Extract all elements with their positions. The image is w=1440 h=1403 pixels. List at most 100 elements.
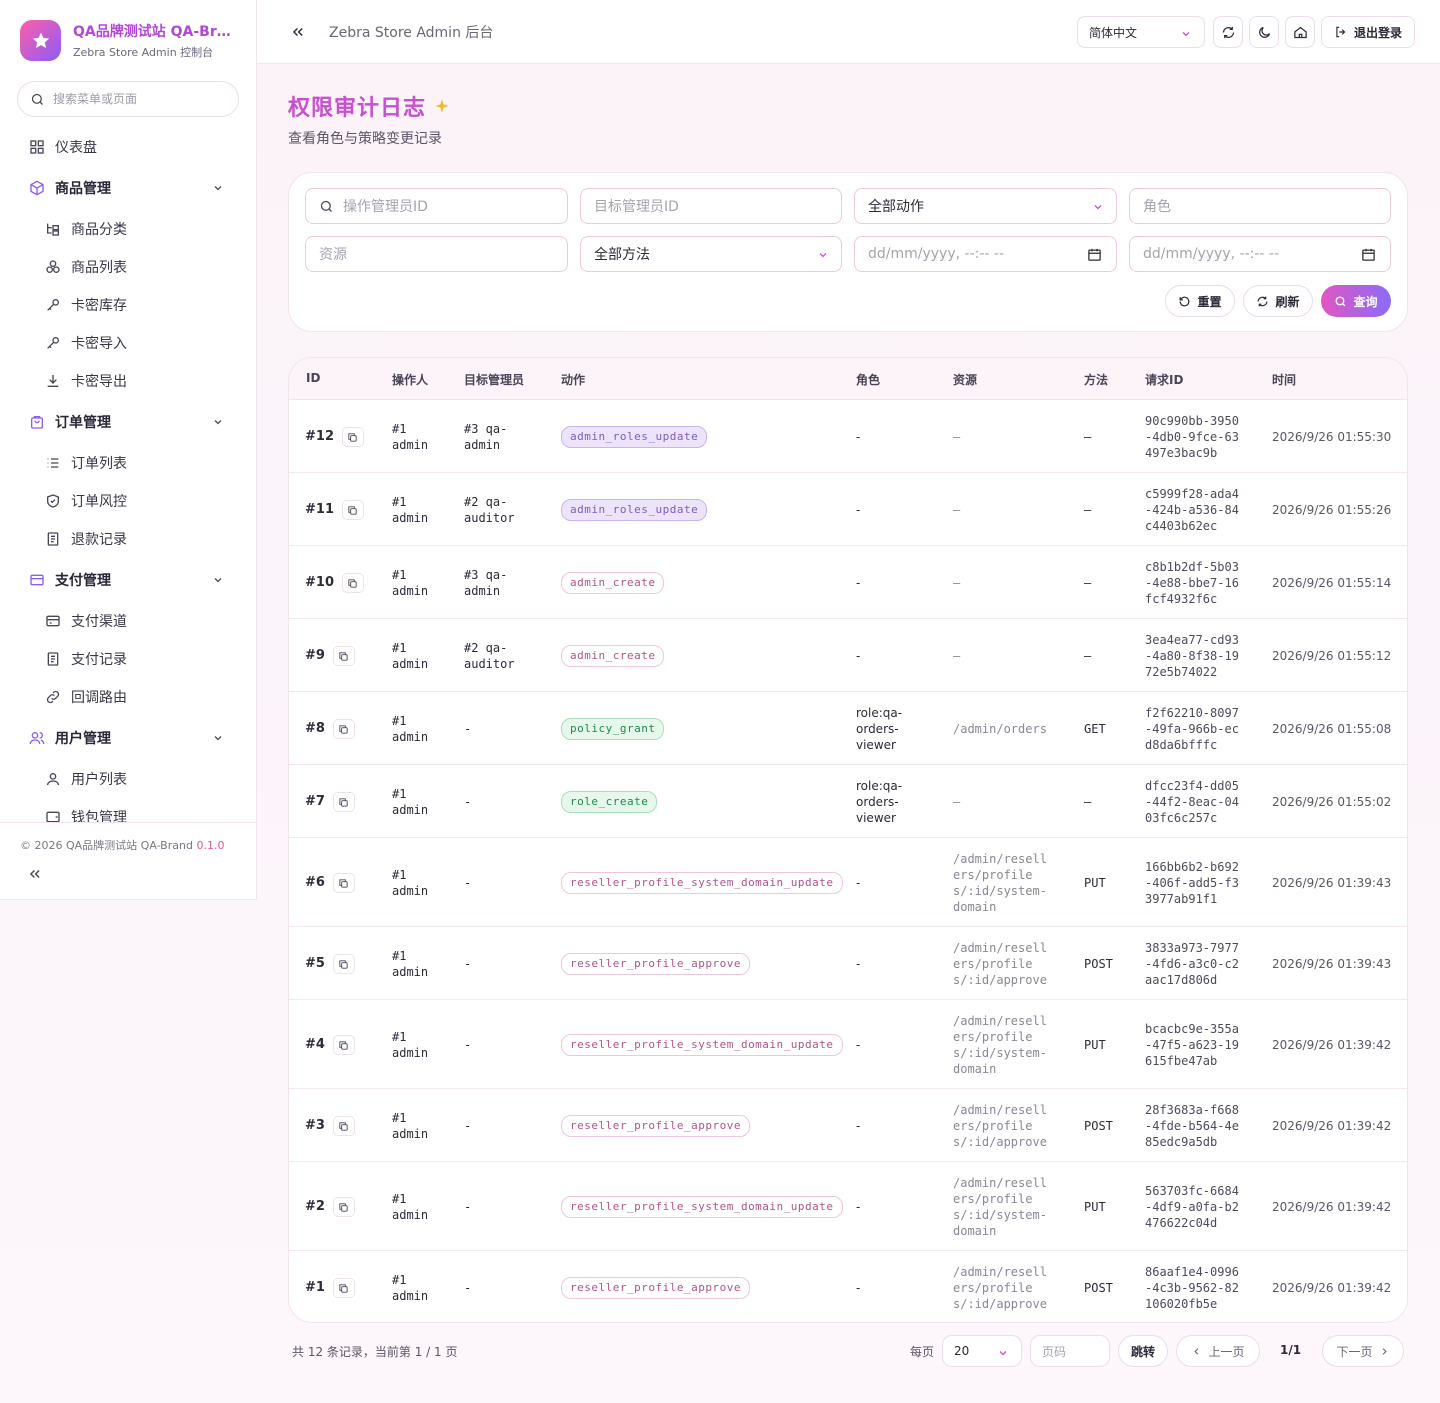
target-cell-line: admin <box>464 438 501 452</box>
resource-cell-line: ers/profile <box>953 957 1033 971</box>
action-cell: admin_roles_update <box>561 499 708 521</box>
copy-id-button[interactable] <box>332 1035 355 1055</box>
refresh-button[interactable]: 刷新 <box>1243 285 1313 317</box>
row-id-cell: #9 <box>305 646 355 666</box>
sidebar-item-order-list[interactable]: 订单列表 <box>0 444 256 482</box>
sidebar-search-input[interactable] <box>53 92 223 106</box>
copy-id-button[interactable] <box>332 719 355 739</box>
prev-page-button[interactable]: 上一页 <box>1176 1335 1260 1367</box>
copy-id-button[interactable] <box>332 792 355 812</box>
brand[interactable]: QA品牌测试站 QA-Brand Zebra Store Admin 控制台 <box>20 20 233 61</box>
calendar-icon[interactable] <box>1087 247 1102 262</box>
date-from-field[interactable]: dd/mm/yyyy, --:-- -- <box>854 236 1117 272</box>
actor-id-field[interactable]: 操作管理员ID <box>305 188 568 224</box>
audit-log-table: ID 操作人 目标管理员 动作 角色 资源 方法 请求ID 时间 #12 #1 ad… <box>288 357 1408 1323</box>
sidebar-item-label: 仪表盘 <box>55 140 97 156</box>
method-cell: PUT <box>1084 1200 1106 1214</box>
sidebar-item-card-export[interactable]: 卡密导出 <box>0 362 256 400</box>
home-button[interactable] <box>1285 16 1315 48</box>
sidebar-item-pay-records[interactable]: 支付记录 <box>0 640 256 678</box>
sidebar-search[interactable] <box>17 81 239 117</box>
sidebar-item-callback-routes[interactable]: 回调路由 <box>0 678 256 716</box>
resource-placeholder: 资源 <box>319 247 347 263</box>
request-id-cell-line: 106020fb5e <box>1145 1297 1218 1311</box>
actor-cell: #1 admin <box>392 713 428 745</box>
page-indicator: 1/1 <box>1280 1343 1302 1357</box>
page-number-input[interactable]: 页码 <box>1030 1335 1110 1367</box>
request-id-cell-line: -4df9-a0fa-b2 <box>1145 1200 1239 1214</box>
row-id-cell: #5 <box>305 954 355 974</box>
sidebar-item-categories[interactable]: 商品分类 <box>0 210 256 248</box>
copy-id-button[interactable] <box>341 573 364 593</box>
target-id-field[interactable]: 目标管理员ID <box>580 188 842 224</box>
logout-button[interactable]: 退出登录 <box>1321 16 1415 48</box>
page-title-text: 权限审计日志 <box>288 96 427 121</box>
resource-cell: /admin/resell ers/profile s/:id/approve <box>953 940 1047 988</box>
copy-id-button[interactable] <box>341 427 364 447</box>
column-header-time: 时间 <box>1272 373 1297 387</box>
actor-cell-line: admin <box>392 884 429 898</box>
sidebar-item-label: 用户列表 <box>71 772 127 788</box>
language-select[interactable]: 简体中文 <box>1077 16 1205 48</box>
sidebar-item-refunds[interactable]: 退款记录 <box>0 520 256 558</box>
jump-button[interactable]: 跳转 <box>1118 1335 1168 1367</box>
copy-id-button[interactable] <box>332 1278 355 1298</box>
copy-id-button[interactable] <box>332 646 355 666</box>
date-to-field[interactable]: dd/mm/yyyy, --:-- -- <box>1129 236 1391 272</box>
actor-cell: #1 admin <box>392 494 428 526</box>
role-field[interactable]: 角色 <box>1129 188 1391 224</box>
sidebar-item-wallets[interactable]: 钱包管理 <box>0 798 256 822</box>
row-id-cell: #10 <box>305 573 364 593</box>
brand-title: QA品牌测试站 QA-Brand <box>73 24 233 40</box>
action-cell: admin_create <box>561 572 665 594</box>
row-id: #5 <box>305 956 325 971</box>
resource-field[interactable]: 资源 <box>305 236 568 272</box>
home-icon <box>1293 26 1307 38</box>
actor-cell: #1 admin <box>392 786 428 818</box>
copy-id-button[interactable] <box>332 954 355 974</box>
action-select-value: 全部动作 <box>868 199 924 215</box>
resource-cell-line: s/:id/system- <box>953 1046 1047 1060</box>
sidebar-group-users[interactable]: 用户管理 <box>0 716 256 760</box>
sidebar-item-products[interactable]: 商品列表 <box>0 248 256 286</box>
resource-cell-line: s/:id/approve <box>953 1297 1047 1311</box>
collapse-sidebar-button[interactable] <box>291 24 305 43</box>
sidebar-collapse-button[interactable] <box>28 866 42 885</box>
copy-id-button[interactable] <box>332 873 355 893</box>
sidebar-group-orders[interactable]: 订单管理 <box>0 400 256 444</box>
receipt-icon <box>47 652 59 666</box>
sidebar-item-order-risk[interactable]: 订单风控 <box>0 482 256 520</box>
next-page-button[interactable]: 下一页 <box>1322 1335 1404 1367</box>
resource-cell: /admin/resell ers/profile s/:id/system-dom… <box>953 1175 1047 1239</box>
resource-cell: – <box>953 429 960 445</box>
per-page-value: 20 <box>954 1344 970 1358</box>
sidebar-item-pay-channels[interactable]: 支付渠道 <box>0 602 256 640</box>
theme-toggle-button[interactable] <box>1249 16 1279 48</box>
per-page-select[interactable]: 20 <box>942 1335 1022 1367</box>
row-id: #3 <box>305 1118 325 1133</box>
refresh-page-button[interactable] <box>1213 16 1243 48</box>
actor-cell-line: #1 <box>392 1192 407 1206</box>
calendar-icon[interactable] <box>1361 247 1376 262</box>
actor-cell-line: admin <box>392 1046 429 1060</box>
action-cell: reseller_profile_approve <box>561 1277 750 1299</box>
reset-button[interactable]: 重置 <box>1165 285 1235 317</box>
sidebar-item-card-import[interactable]: 卡密导入 <box>0 324 256 362</box>
sidebar-item-user-list[interactable]: 用户列表 <box>0 760 256 798</box>
sidebar-item-dashboard[interactable]: 仪表盘 <box>0 128 256 166</box>
resource-cell-line: /admin/orders <box>953 722 1047 736</box>
copy-id-button[interactable] <box>332 1197 355 1217</box>
request-id-cell-line: -44f2-8eac-04 <box>1145 795 1239 809</box>
request-id-cell-line: -4e88-bbe7-16 <box>1145 576 1239 590</box>
sidebar-group-products[interactable]: 商品管理 <box>0 166 256 210</box>
copy-id-button[interactable] <box>332 1116 355 1136</box>
action-select[interactable]: 全部动作 <box>854 188 1117 224</box>
sidebar-footer: © 2026 QA品牌测试站 QA-Brand 0.1.0 <box>0 822 256 853</box>
copy-id-button[interactable] <box>341 500 364 520</box>
method-select[interactable]: 全部方法 <box>580 236 842 272</box>
resource-cell-line: – <box>953 576 961 590</box>
query-button[interactable]: 查询 <box>1321 285 1391 317</box>
sidebar-item-card-stock[interactable]: 卡密库存 <box>0 286 256 324</box>
sidebar-group-label: 订单管理 <box>55 415 111 431</box>
sidebar-group-payments[interactable]: 支付管理 <box>0 558 256 602</box>
